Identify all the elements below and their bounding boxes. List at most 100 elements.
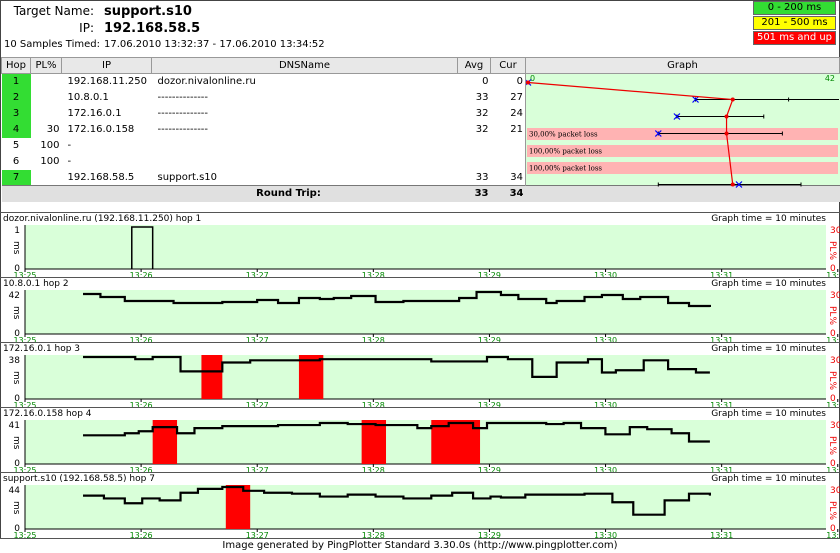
panel-title: dozor.nivalonline.ru (192.168.11.250) ho… [3,214,202,224]
hop-pl [31,90,62,106]
packet-loss-bar [361,420,387,464]
panel-title: 10.8.0.1 hop 2 [3,279,69,289]
y-unit-label: ms [11,241,21,255]
avg-point [526,80,530,85]
hop-avg: 0 [482,76,489,88]
x-tick-label: 13:32 [826,466,840,473]
col-pl[interactable]: PL% [30,57,62,74]
avg-point [730,97,735,102]
panel-title: support.s10 (192.168.58.5) hop 7 [3,474,155,484]
timeline-panel: dozor.nivalonline.ru (192.168.11.250) ho… [0,212,840,278]
hop-number: 6 [12,156,20,167]
ip-value: 192.168.58.5 [104,21,201,36]
x-tick-label: 13:25 [13,336,36,343]
round-trip-avg: 33 [457,185,491,202]
hop-dnsname: dozor.nivalonline.ru [157,76,256,88]
hop-table-header: Hop PL% IP DNSName Avg Cur Graph [1,57,840,74]
col-hop[interactable]: Hop [1,57,31,74]
current-marker [673,113,681,120]
col-dnsname[interactable]: DNSName [151,57,458,74]
packet-loss-band [527,162,838,174]
pl-max-label: 30 [830,356,840,366]
packet-loss-text: 100,00% packet loss [529,165,602,173]
x-tick-label: 13:31 [710,401,733,408]
x-tick-label: 13:29 [478,531,501,538]
hop-dnsname: -------------- [157,124,209,135]
graph-left-tick: 0 [530,74,535,83]
x-tick-label: 13:27 [246,336,269,343]
hop-number: 1 [1,73,31,90]
hop-row[interactable]: 1 192.168.11.250 dozor.nivalonline.ru 0 0 [1,73,840,90]
y-min-label: 0 [14,329,20,339]
col-cur[interactable]: Cur [490,57,526,74]
hop-avg: 33 [475,171,489,183]
latency-line [83,421,710,443]
hop-number: 7 [1,169,31,186]
x-tick-label: 13:32 [826,336,840,343]
x-tick-label: 13:25 [13,531,36,538]
x-tick-label: 13:31 [710,531,733,538]
pl-min-label: 0 [830,394,836,404]
x-tick-label: 13:28 [362,466,385,473]
pl-min-label: 0 [830,264,836,274]
hop-pl [31,74,62,90]
round-trip-cur: 34 [490,185,526,202]
latency-line [83,485,711,516]
hop-ip: - [67,156,72,167]
plot-background [25,290,826,334]
x-tick-label: 13:27 [246,401,269,408]
y-max-label: 1 [14,226,20,236]
x-tick-label: 13:31 [710,466,733,473]
latency-line [131,226,154,269]
hop-avg [458,138,491,154]
target-name-label: Target Name: [13,4,94,18]
ip-label: IP: [79,21,94,35]
panel-plot: 38 0 ms 30 0 PL% 13:25 13:26 13:27 13:28 13:29 13:3… [9,355,840,408]
packet-loss-text: 100,00% packet loss [529,148,602,156]
samples-value: 17.06.2010 13:32:37 - 17.06.2010 13:34:5… [104,39,325,50]
pl-max-label: 30 [830,291,840,301]
y-max-label: 41 [9,421,20,431]
x-tick-label: 13:26 [130,271,153,278]
legend-slow: 501 ms and up [753,31,836,45]
hop-avg: 33 [475,92,489,103]
x-tick-label: 13:27 [246,466,269,473]
y-min-label: 0 [14,459,20,469]
panel-plot: 42 0 ms 30 0 PL% 13:25 13:26 13:27 13:28 13:29 13:3… [9,290,840,343]
x-tick-label: 13:25 [13,466,36,473]
pl-unit-label: PL% [827,306,837,325]
x-tick-label: 13:29 [478,271,501,278]
packet-loss-text: 30,00% packet loss [529,131,598,139]
x-tick-label: 13:31 [710,336,733,343]
col-avg[interactable]: Avg [457,57,491,74]
hop-row[interactable]: 2 10.8.0.1 -------------- 33 27 [1,89,840,106]
hop-number: 5 [12,140,20,151]
x-tick-label: 13:30 [594,271,617,278]
hop-table: Hop PL% IP DNSName Avg Cur Graph 1 192.16… [1,57,840,202]
pl-min-label: 0 [830,459,836,469]
latency-line [83,355,710,378]
col-ip[interactable]: IP [61,57,152,74]
hop-graph-cell [525,105,840,122]
panel-graph-time: Graph time = 10 minutes [711,279,826,289]
x-tick-label: 13:29 [478,401,501,408]
panel-graph-time: Graph time = 10 minutes [711,409,826,419]
pl-max-label: 30 [830,226,840,236]
col-graph[interactable]: Graph [525,57,840,74]
hop-cur: 21 [510,124,523,135]
hop-row[interactable]: 3 172.16.0.1 -------------- 32 24 [1,105,840,122]
x-tick-label: 13:26 [130,336,153,343]
hop-ip: 192.168.58.5 [67,171,135,183]
packet-loss-bar [298,355,324,399]
x-tick-label: 13:26 [130,401,153,408]
x-tick-label: 13:27 [246,531,269,538]
panel-graph-time: Graph time = 10 minutes [711,474,826,484]
hop-dnsname [152,138,458,154]
hop-latency-graph: 0 42 30,00% packet loss 100,00% packet loss… [526,74,839,188]
packet-loss-band [527,145,838,157]
x-tick-label: 13:30 [594,466,617,473]
panel-title: 172.16.0.1 hop 3 [3,344,81,354]
panel-title: 172.16.0.158 hop 4 [3,409,92,419]
timeline-panel: 172.16.0.158 hop 4 Graph time = 10 minute… [0,407,840,473]
hop-number: 3 [1,105,31,122]
